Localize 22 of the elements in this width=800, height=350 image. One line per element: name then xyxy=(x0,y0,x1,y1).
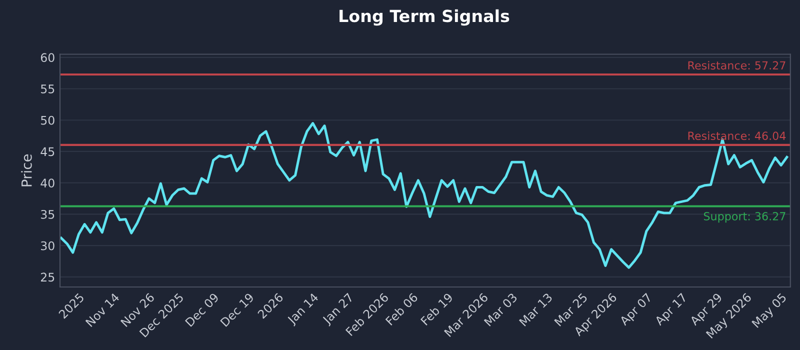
ref-line-label: Support: 36.27 xyxy=(704,212,786,223)
x-tick-label: Dec 09 xyxy=(184,292,220,327)
y-tick-label: 35 xyxy=(41,210,54,219)
y-tick-label: 30 xyxy=(41,241,54,250)
y-tick-label: 25 xyxy=(40,272,54,282)
x-tick-label: Jan 14 xyxy=(286,292,320,326)
y-tick-label: 50 xyxy=(41,116,54,125)
y-tick-label: 45 xyxy=(40,147,54,156)
y-tick-label: 60 xyxy=(40,53,54,62)
x-tick-label: Mar 13 xyxy=(518,292,553,327)
x-tick-label: Dec 19 xyxy=(220,292,254,327)
y-tick-label: 55 xyxy=(41,84,54,94)
x-tick-label: Nov 14 xyxy=(85,292,120,328)
y-axis-title: Price xyxy=(21,154,32,186)
x-tick-label: Feb 19 xyxy=(420,292,454,326)
chart-title: Long Term Signals xyxy=(340,9,510,26)
y-tick-label: 40 xyxy=(40,178,54,188)
line-series xyxy=(60,122,788,269)
ref-line-label: Resistance: 57.27 xyxy=(688,60,786,70)
x-tick-label: Apr 17 xyxy=(654,292,689,328)
ref-line-label: Resistance: 46.04 xyxy=(688,131,786,140)
x-tick-label: Apr 07 xyxy=(618,292,654,328)
